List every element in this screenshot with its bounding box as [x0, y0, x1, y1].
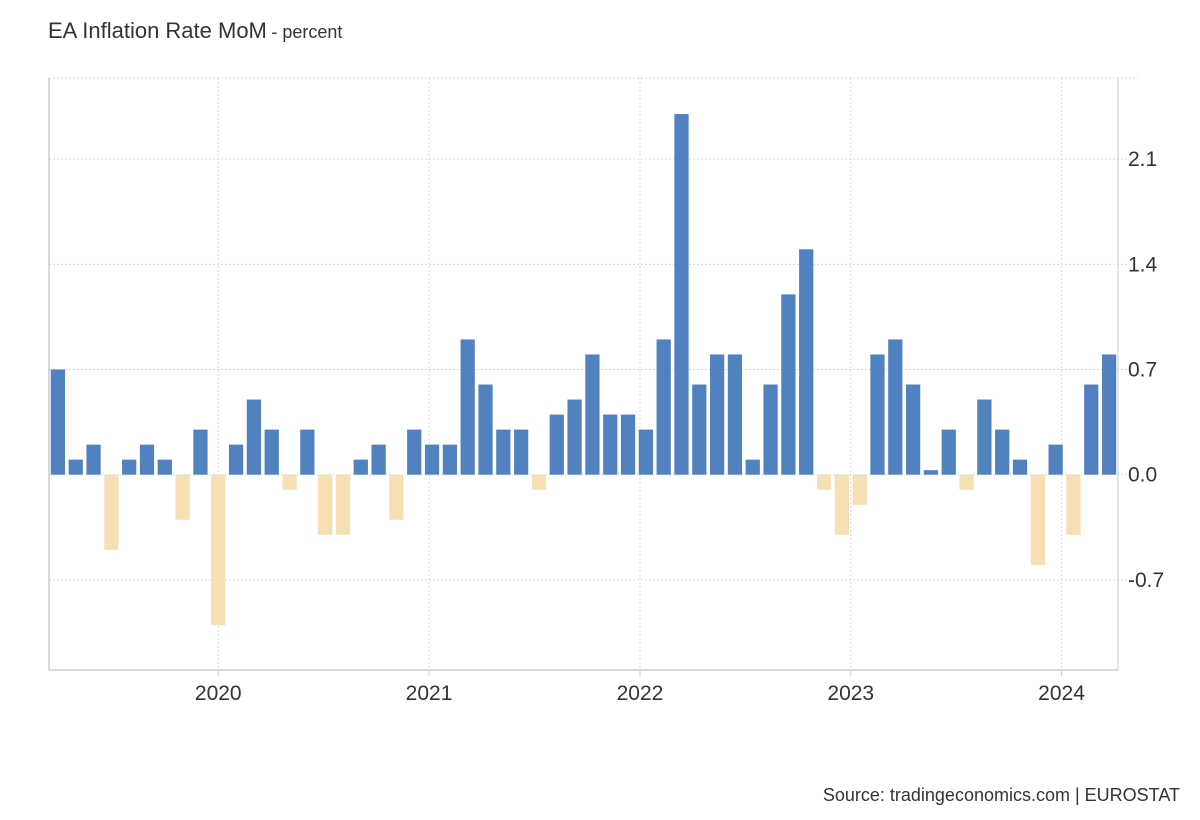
- bar: [656, 339, 671, 475]
- bar: [1101, 354, 1117, 475]
- bar: [318, 474, 333, 535]
- bar: [567, 399, 582, 475]
- chart-title: EA Inflation Rate MoM: [48, 18, 267, 43]
- bar: [496, 429, 511, 475]
- bar: [353, 459, 368, 475]
- y-tick-label: 1.4: [1128, 253, 1158, 276]
- bar: [228, 444, 244, 475]
- bar: [68, 459, 83, 475]
- bar: [86, 444, 101, 475]
- bar: [175, 474, 190, 520]
- bar: [300, 429, 315, 475]
- y-tick-label: 2.1: [1128, 148, 1157, 171]
- bar: [264, 429, 279, 475]
- x-tick-label: 2023: [827, 682, 874, 705]
- bar: [638, 429, 653, 475]
- bar: [50, 369, 66, 475]
- bar: [282, 474, 297, 490]
- bar: [1066, 474, 1081, 535]
- bar: [888, 339, 903, 475]
- bar: [442, 444, 458, 475]
- x-tick-label: 2020: [195, 682, 242, 705]
- x-tick-label: 2021: [406, 682, 453, 705]
- bar: [371, 444, 386, 475]
- bar: [514, 429, 529, 475]
- bar: [193, 429, 208, 475]
- bar: [620, 414, 636, 475]
- bar: [585, 354, 600, 475]
- bar: [995, 429, 1010, 475]
- bar: [727, 354, 743, 475]
- bar: [424, 444, 440, 475]
- bar: [816, 474, 832, 490]
- bar: [549, 414, 564, 475]
- x-tick-label: 2022: [617, 682, 664, 705]
- bar: [1084, 384, 1099, 475]
- chart-subtitle: - percent: [271, 22, 343, 42]
- bar: [923, 470, 939, 475]
- bar: [781, 294, 796, 475]
- bar: [852, 474, 867, 505]
- bar: [745, 459, 760, 475]
- bar: [674, 114, 689, 475]
- bar: [246, 399, 262, 475]
- bar: [959, 474, 974, 490]
- chart-title-block: EA Inflation Rate MoM - percent: [48, 18, 342, 44]
- y-tick-label: -0.7: [1128, 569, 1164, 592]
- bar: [335, 474, 351, 535]
- bar: [531, 474, 547, 490]
- bar: [709, 354, 725, 475]
- y-tick-label: 0.0: [1128, 464, 1157, 487]
- bar: [1048, 444, 1063, 475]
- bar: [389, 474, 404, 520]
- bar: [157, 459, 172, 475]
- bar: [1012, 459, 1028, 475]
- bar: [941, 429, 956, 475]
- bar: [122, 459, 137, 475]
- bar: [870, 354, 885, 475]
- bar: [603, 414, 618, 475]
- bar: [104, 474, 119, 550]
- bar: [460, 339, 475, 475]
- bar: [799, 249, 814, 475]
- x-tick-label: 2024: [1038, 682, 1085, 705]
- bar: [211, 474, 226, 625]
- bar: [407, 429, 422, 475]
- bar: [905, 384, 921, 475]
- bar: [1030, 474, 1045, 565]
- source-attribution: Source: tradingeconomics.com | EUROSTAT: [822, 785, 1180, 805]
- bar: [139, 444, 155, 475]
- bar: [763, 384, 778, 475]
- bar: [977, 399, 992, 475]
- bar-chart: -0.7 0.0 0.7 1.4 2.1 2020 2021 2022 2023 2024: [48, 77, 1164, 705]
- y-tick-label: 0.7: [1128, 358, 1157, 381]
- bar: [834, 474, 849, 535]
- bar: [692, 384, 707, 475]
- bar: [478, 384, 493, 475]
